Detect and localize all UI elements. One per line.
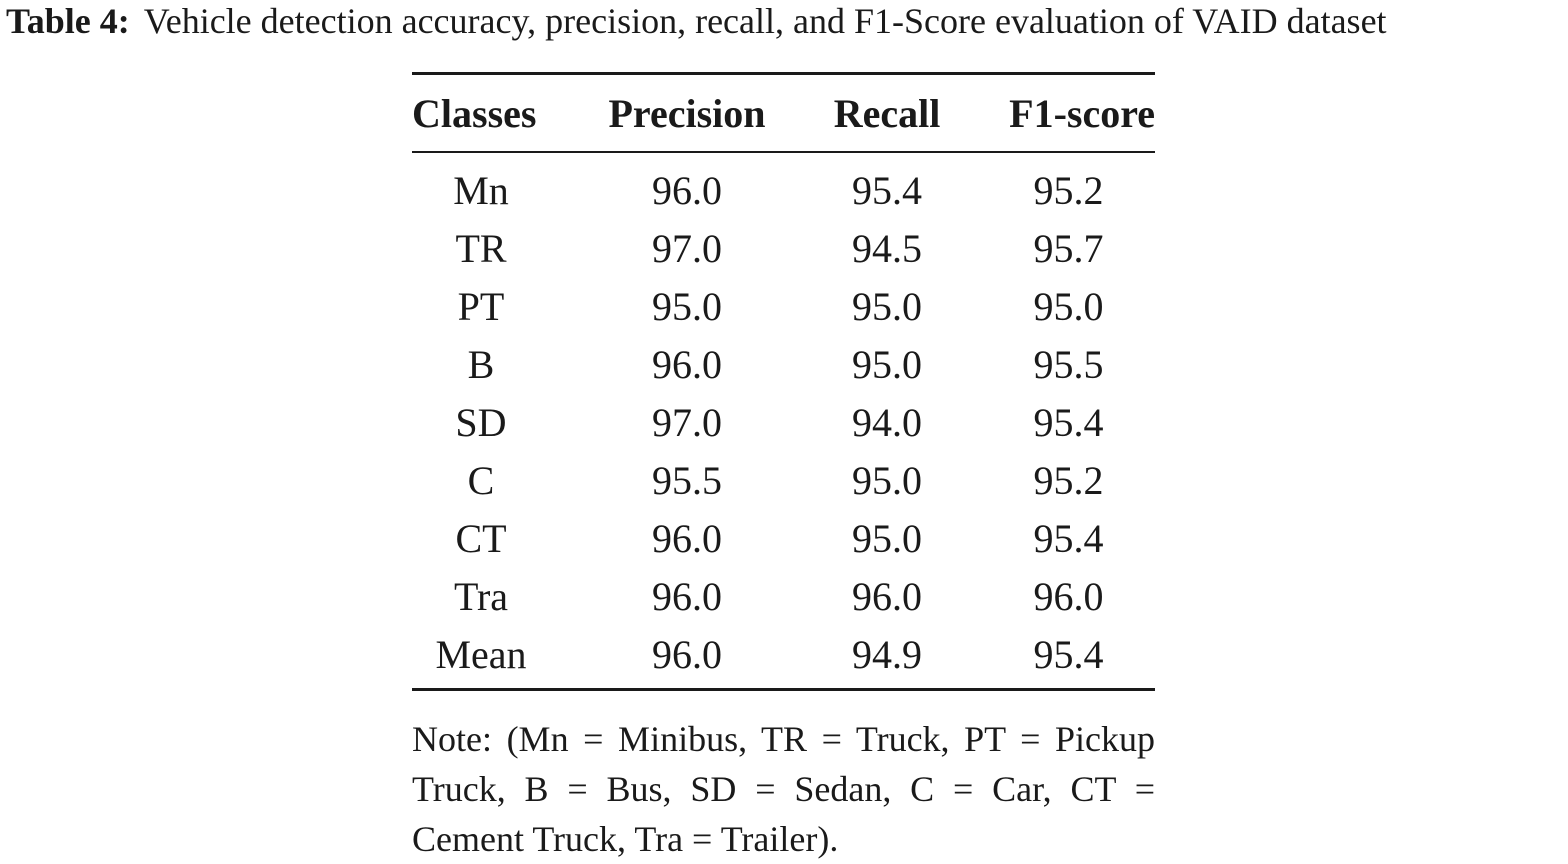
table-header-row: Classes Precision Recall F1-score: [412, 72, 1155, 153]
table-row: TR 97.0 94.5 95.7: [412, 220, 1155, 278]
cell-class: B: [467, 342, 495, 387]
results-table-container: Classes Precision Recall F1-score Mn 96.…: [412, 72, 1155, 691]
table-row: Tra 96.0 96.0 96.0: [412, 568, 1155, 626]
table-row-mean: Mean 96.0 94.9 95.4: [412, 626, 1155, 691]
cell-f1-score: 95.4: [972, 626, 1155, 691]
cell-precision: 96.0: [652, 574, 722, 619]
cell-precision: 96.0: [652, 516, 722, 561]
cell-class: Mn: [453, 168, 509, 213]
cell-recall: 94.0: [852, 400, 922, 445]
caption-text: Vehicle detection accuracy, precision, r…: [143, 1, 1387, 41]
table-row: B 96.0 95.0 95.5: [412, 336, 1155, 394]
cell-f1-score: 95.5: [1033, 342, 1104, 387]
table-row: PT 95.0 95.0 95.0: [412, 278, 1155, 336]
cell-precision: 97.0: [652, 400, 722, 445]
cell-recall: 95.0: [852, 516, 922, 561]
cell-f1-score: 95.7: [1033, 226, 1104, 271]
cell-class: C: [467, 458, 495, 503]
cell-f1-score: 95.2: [1033, 168, 1104, 213]
header-recall: Recall: [802, 72, 972, 153]
cell-precision: 97.0: [652, 226, 722, 271]
cell-recall: 95.0: [852, 342, 922, 387]
cell-precision: 96.0: [572, 626, 802, 691]
cell-recall: 95.0: [852, 284, 922, 329]
cell-f1-score: 96.0: [1033, 574, 1104, 619]
cell-class: Tra: [453, 574, 509, 619]
table-row: Mn 96.0 95.4 95.2: [412, 152, 1155, 220]
caption-label: Table 4:: [6, 1, 130, 41]
header-f1-score: F1-score: [972, 72, 1155, 153]
table-row: C 95.5 95.0 95.2: [412, 452, 1155, 510]
cell-precision: 95.0: [652, 284, 722, 329]
cell-precision: 96.0: [652, 342, 722, 387]
cell-precision: 95.5: [652, 458, 722, 503]
results-table: Classes Precision Recall F1-score Mn 96.…: [412, 72, 1155, 691]
cell-recall: 95.0: [852, 458, 922, 503]
cell-class: SD: [455, 400, 507, 445]
cell-class: Mean: [412, 626, 572, 691]
cell-f1-score: 95.2: [1033, 458, 1104, 503]
table-row: CT 96.0 95.0 95.4: [412, 510, 1155, 568]
cell-precision: 96.0: [652, 168, 722, 213]
table-note: Note: (Mn = Minibus, TR = Truck, PT = Pi…: [412, 719, 1155, 859]
header-precision: Precision: [572, 72, 802, 153]
table-caption: Table 4: Vehicle detection accuracy, prec…: [6, 0, 1566, 42]
cell-class: TR: [455, 226, 507, 271]
header-classes: Classes: [412, 72, 572, 153]
cell-class: PT: [457, 284, 505, 329]
cell-f1-score: 95.4: [1033, 516, 1104, 561]
cell-recall: 94.9: [802, 626, 972, 691]
cell-class: CT: [455, 516, 507, 561]
cell-recall: 95.4: [852, 168, 922, 213]
cell-recall: 96.0: [852, 574, 922, 619]
cell-f1-score: 95.4: [1033, 400, 1104, 445]
cell-f1-score: 95.0: [1033, 284, 1104, 329]
cell-recall: 94.5: [852, 226, 922, 271]
table-row: SD 97.0 94.0 95.4: [412, 394, 1155, 452]
